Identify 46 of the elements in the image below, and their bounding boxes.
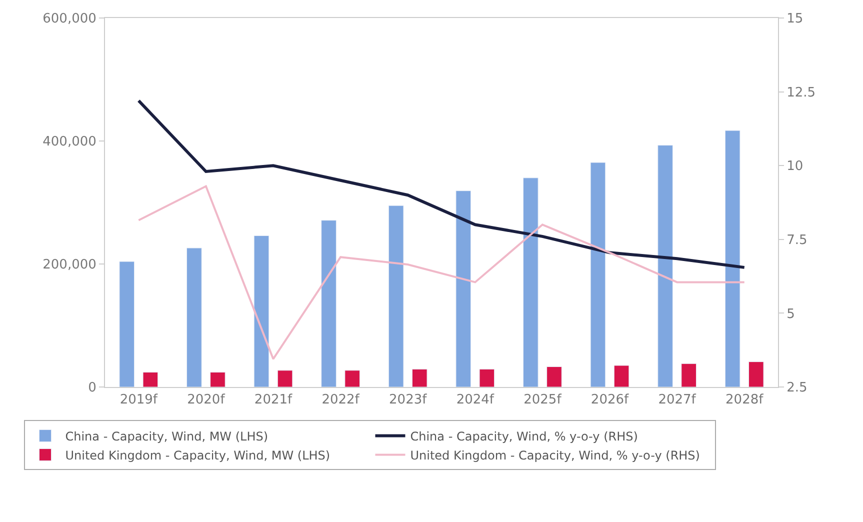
bar	[412, 368, 428, 387]
y2-tick-label: 7.5	[786, 232, 808, 248]
bar	[119, 261, 135, 387]
bar	[277, 370, 293, 387]
line-series	[137, 99, 746, 269]
x-tick-label: 2027f	[658, 392, 696, 408]
x-tick-label: 2022f	[322, 392, 360, 408]
bar	[210, 372, 226, 387]
x-tick-label: 2026f	[590, 392, 629, 408]
legend-label: China - Capacity, Wind, MW (LHS)	[65, 429, 268, 444]
y-tick-label: 600,000	[42, 12, 96, 27]
x-tick-label: 2021f	[254, 392, 292, 408]
x-tick-label: 2025f	[524, 392, 562, 408]
bar	[748, 362, 764, 387]
bar	[254, 235, 270, 387]
bar	[614, 365, 630, 387]
x-tick-label: 2023f	[389, 392, 428, 408]
y-tick-label: 0	[88, 380, 96, 396]
bar	[479, 368, 495, 387]
bar	[186, 248, 202, 387]
y2-tick-label: 12.5	[786, 85, 816, 100]
x-tick-label: 2020f	[187, 392, 226, 408]
x-tick-label: 2028f	[726, 392, 764, 408]
y2-tick-label: 5	[786, 306, 795, 322]
line-series	[138, 185, 746, 360]
bar	[321, 220, 336, 387]
bar	[388, 205, 404, 387]
y2-tick-label: 2.5	[786, 380, 808, 396]
y-tick-label: 200,000	[42, 258, 96, 273]
bar	[724, 130, 740, 387]
bar	[142, 372, 158, 387]
bar	[456, 190, 472, 387]
legend-label: United Kingdom - Capacity, Wind, MW (LHS)	[65, 448, 330, 462]
bar	[658, 145, 673, 387]
y-tick-label: 400,000	[42, 134, 96, 150]
bar	[546, 366, 562, 387]
legend-label: China - Capacity, Wind, % y-o-y (RHS)	[410, 429, 638, 444]
x-tick-label: 2019f	[120, 392, 158, 408]
y2-tick-label: 15	[786, 12, 804, 27]
bar	[681, 363, 696, 387]
bar	[523, 178, 538, 387]
legend-label: United Kingdom - Capacity, Wind, % y-o-y (RHS)	[410, 448, 700, 462]
bar	[344, 370, 360, 387]
x-tick-label: 2024f	[456, 392, 494, 408]
y2-tick-label: 10	[786, 159, 804, 174]
bar	[590, 162, 606, 387]
